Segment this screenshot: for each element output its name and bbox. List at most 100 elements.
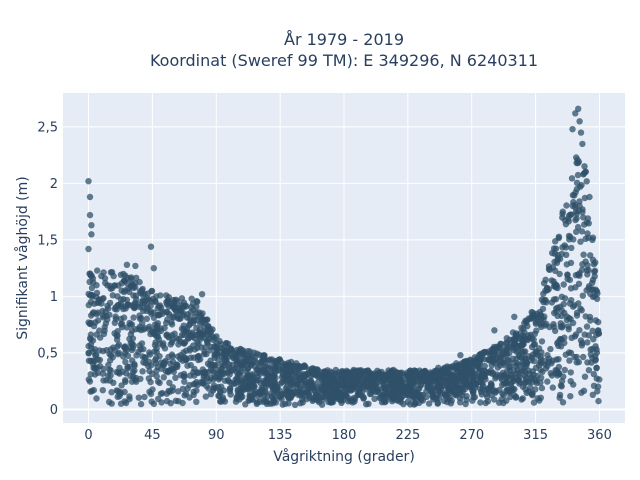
data-point bbox=[593, 331, 600, 339]
data-point bbox=[93, 395, 100, 402]
data-point bbox=[546, 323, 553, 331]
data-point bbox=[411, 393, 418, 401]
data-point bbox=[93, 293, 100, 301]
data-point bbox=[543, 299, 550, 306]
data-point bbox=[194, 381, 201, 389]
data-point bbox=[104, 372, 112, 379]
data-point bbox=[571, 353, 578, 361]
data-point bbox=[148, 287, 156, 295]
data-point bbox=[179, 399, 186, 407]
data-point bbox=[247, 355, 254, 363]
data-point bbox=[593, 295, 601, 302]
data-point bbox=[110, 344, 117, 351]
data-point bbox=[418, 396, 425, 404]
data-point bbox=[99, 387, 107, 394]
data-point bbox=[507, 393, 514, 401]
data-points bbox=[85, 105, 603, 409]
y-axis-title: Signifikant våghöjd (m) bbox=[14, 176, 31, 339]
data-point bbox=[240, 350, 247, 357]
data-point bbox=[363, 383, 370, 390]
data-point bbox=[201, 319, 208, 326]
data-point bbox=[112, 313, 119, 320]
data-point bbox=[172, 374, 179, 381]
data-point bbox=[563, 202, 570, 209]
data-point bbox=[90, 309, 98, 316]
data-point bbox=[561, 217, 569, 224]
data-point bbox=[132, 283, 139, 291]
data-point bbox=[218, 383, 225, 390]
data-point bbox=[596, 376, 603, 383]
data-point bbox=[164, 309, 171, 316]
data-point bbox=[499, 359, 506, 366]
data-point bbox=[504, 387, 512, 394]
data-point bbox=[554, 340, 561, 347]
data-point bbox=[595, 397, 602, 405]
data-point bbox=[438, 367, 445, 374]
data-point bbox=[435, 382, 442, 389]
data-point bbox=[432, 395, 439, 402]
data-point bbox=[591, 268, 598, 275]
data-point-outlier bbox=[592, 259, 599, 266]
data-point bbox=[464, 372, 472, 379]
data-point bbox=[238, 394, 245, 401]
data-point bbox=[188, 295, 195, 302]
data-point-outlier bbox=[88, 231, 95, 238]
data-point bbox=[145, 296, 153, 304]
data-point bbox=[436, 387, 443, 395]
data-point bbox=[518, 396, 525, 403]
data-point bbox=[261, 355, 268, 363]
data-point bbox=[169, 387, 176, 394]
data-point bbox=[117, 296, 125, 303]
data-point bbox=[131, 361, 138, 368]
data-point bbox=[573, 309, 581, 316]
data-point bbox=[271, 379, 279, 386]
data-point bbox=[516, 380, 523, 387]
data-point bbox=[102, 308, 109, 315]
data-point bbox=[87, 331, 95, 338]
data-point bbox=[539, 368, 546, 375]
data-point bbox=[126, 288, 133, 296]
data-point bbox=[132, 374, 140, 382]
data-point bbox=[522, 317, 529, 324]
data-point bbox=[122, 358, 129, 366]
data-point bbox=[544, 378, 551, 385]
data-point bbox=[563, 261, 570, 268]
data-point-outlier bbox=[577, 129, 585, 136]
data-point bbox=[584, 262, 591, 269]
data-point-outlier bbox=[85, 178, 92, 185]
data-point bbox=[587, 346, 594, 353]
data-point bbox=[351, 368, 358, 375]
data-point bbox=[92, 319, 99, 326]
data-point bbox=[211, 374, 219, 381]
data-point bbox=[85, 376, 93, 383]
data-point bbox=[314, 366, 321, 373]
data-point bbox=[520, 337, 527, 344]
data-point bbox=[567, 369, 574, 376]
data-point bbox=[85, 319, 92, 326]
data-point bbox=[202, 344, 209, 351]
data-point bbox=[299, 399, 306, 406]
data-point bbox=[548, 299, 556, 306]
data-point bbox=[207, 347, 214, 354]
data-point bbox=[538, 338, 546, 345]
data-point bbox=[304, 371, 311, 378]
data-point bbox=[442, 391, 449, 399]
data-point bbox=[93, 351, 100, 359]
data-point bbox=[211, 334, 218, 342]
x-tick-label: 270 bbox=[459, 428, 484, 443]
data-point bbox=[153, 354, 160, 362]
data-point bbox=[237, 371, 244, 379]
data-point bbox=[203, 382, 210, 390]
data-point bbox=[585, 283, 593, 290]
data-point bbox=[481, 362, 488, 370]
data-point bbox=[397, 398, 404, 406]
data-point bbox=[552, 327, 559, 334]
data-point bbox=[537, 311, 544, 318]
data-point bbox=[133, 274, 140, 281]
data-point bbox=[512, 394, 519, 401]
data-point bbox=[117, 321, 125, 328]
data-point bbox=[130, 314, 137, 321]
data-point bbox=[496, 399, 503, 406]
data-point bbox=[510, 346, 517, 354]
